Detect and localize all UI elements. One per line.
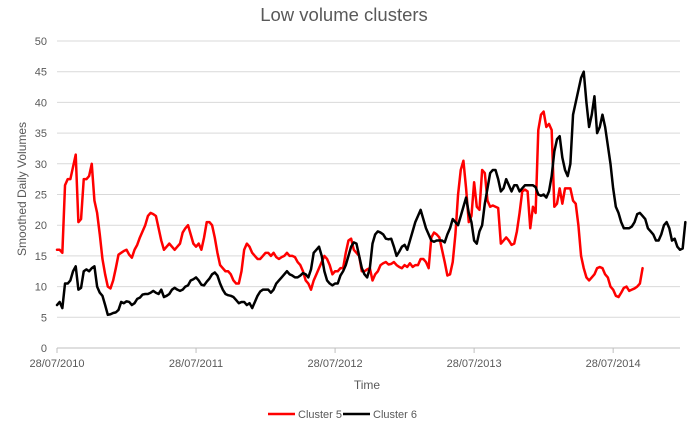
y-tick-label: 25 bbox=[35, 190, 47, 202]
x-tick-label: 28/07/2013 bbox=[447, 358, 502, 370]
y-tick-label: 5 bbox=[41, 312, 47, 324]
x-tick-label: 28/07/2010 bbox=[29, 358, 84, 370]
y-tick-label: 40 bbox=[35, 97, 47, 109]
chart-title: Low volume clusters bbox=[260, 4, 428, 25]
series-line-2 bbox=[55, 70, 687, 317]
x-tick-label: 28/07/2011 bbox=[169, 358, 223, 370]
axes: 0 5 10 15 20 25 30 35 40 45 50 28/07/2010 28/07/2011… bbox=[29, 36, 680, 370]
x-tick-label: 28/07/2012 bbox=[308, 358, 363, 370]
y-axis-label: Smoothed Daily Volumes bbox=[15, 122, 29, 256]
x-axis-label: Time bbox=[354, 378, 381, 392]
y-tick-label: 15 bbox=[35, 251, 47, 263]
series-layer bbox=[55, 70, 687, 317]
grid-lines bbox=[57, 40, 680, 318]
legend: Cluster 5 Cluster 6 bbox=[268, 409, 417, 421]
y-tick-label: 30 bbox=[35, 159, 47, 171]
legend-label-2: Cluster 6 bbox=[373, 409, 417, 421]
y-tick-label: 20 bbox=[35, 220, 47, 232]
y-tick-label: 45 bbox=[35, 67, 47, 79]
y-tick-label: 0 bbox=[41, 343, 47, 355]
x-tick-label: 28/07/2014 bbox=[586, 358, 641, 370]
y-tick-label: 50 bbox=[35, 36, 47, 48]
y-tick-label: 10 bbox=[35, 282, 47, 294]
y-tick-label: 35 bbox=[35, 128, 47, 140]
legend-label-1: Cluster 5 bbox=[298, 409, 342, 421]
series-line-1 bbox=[55, 110, 644, 299]
